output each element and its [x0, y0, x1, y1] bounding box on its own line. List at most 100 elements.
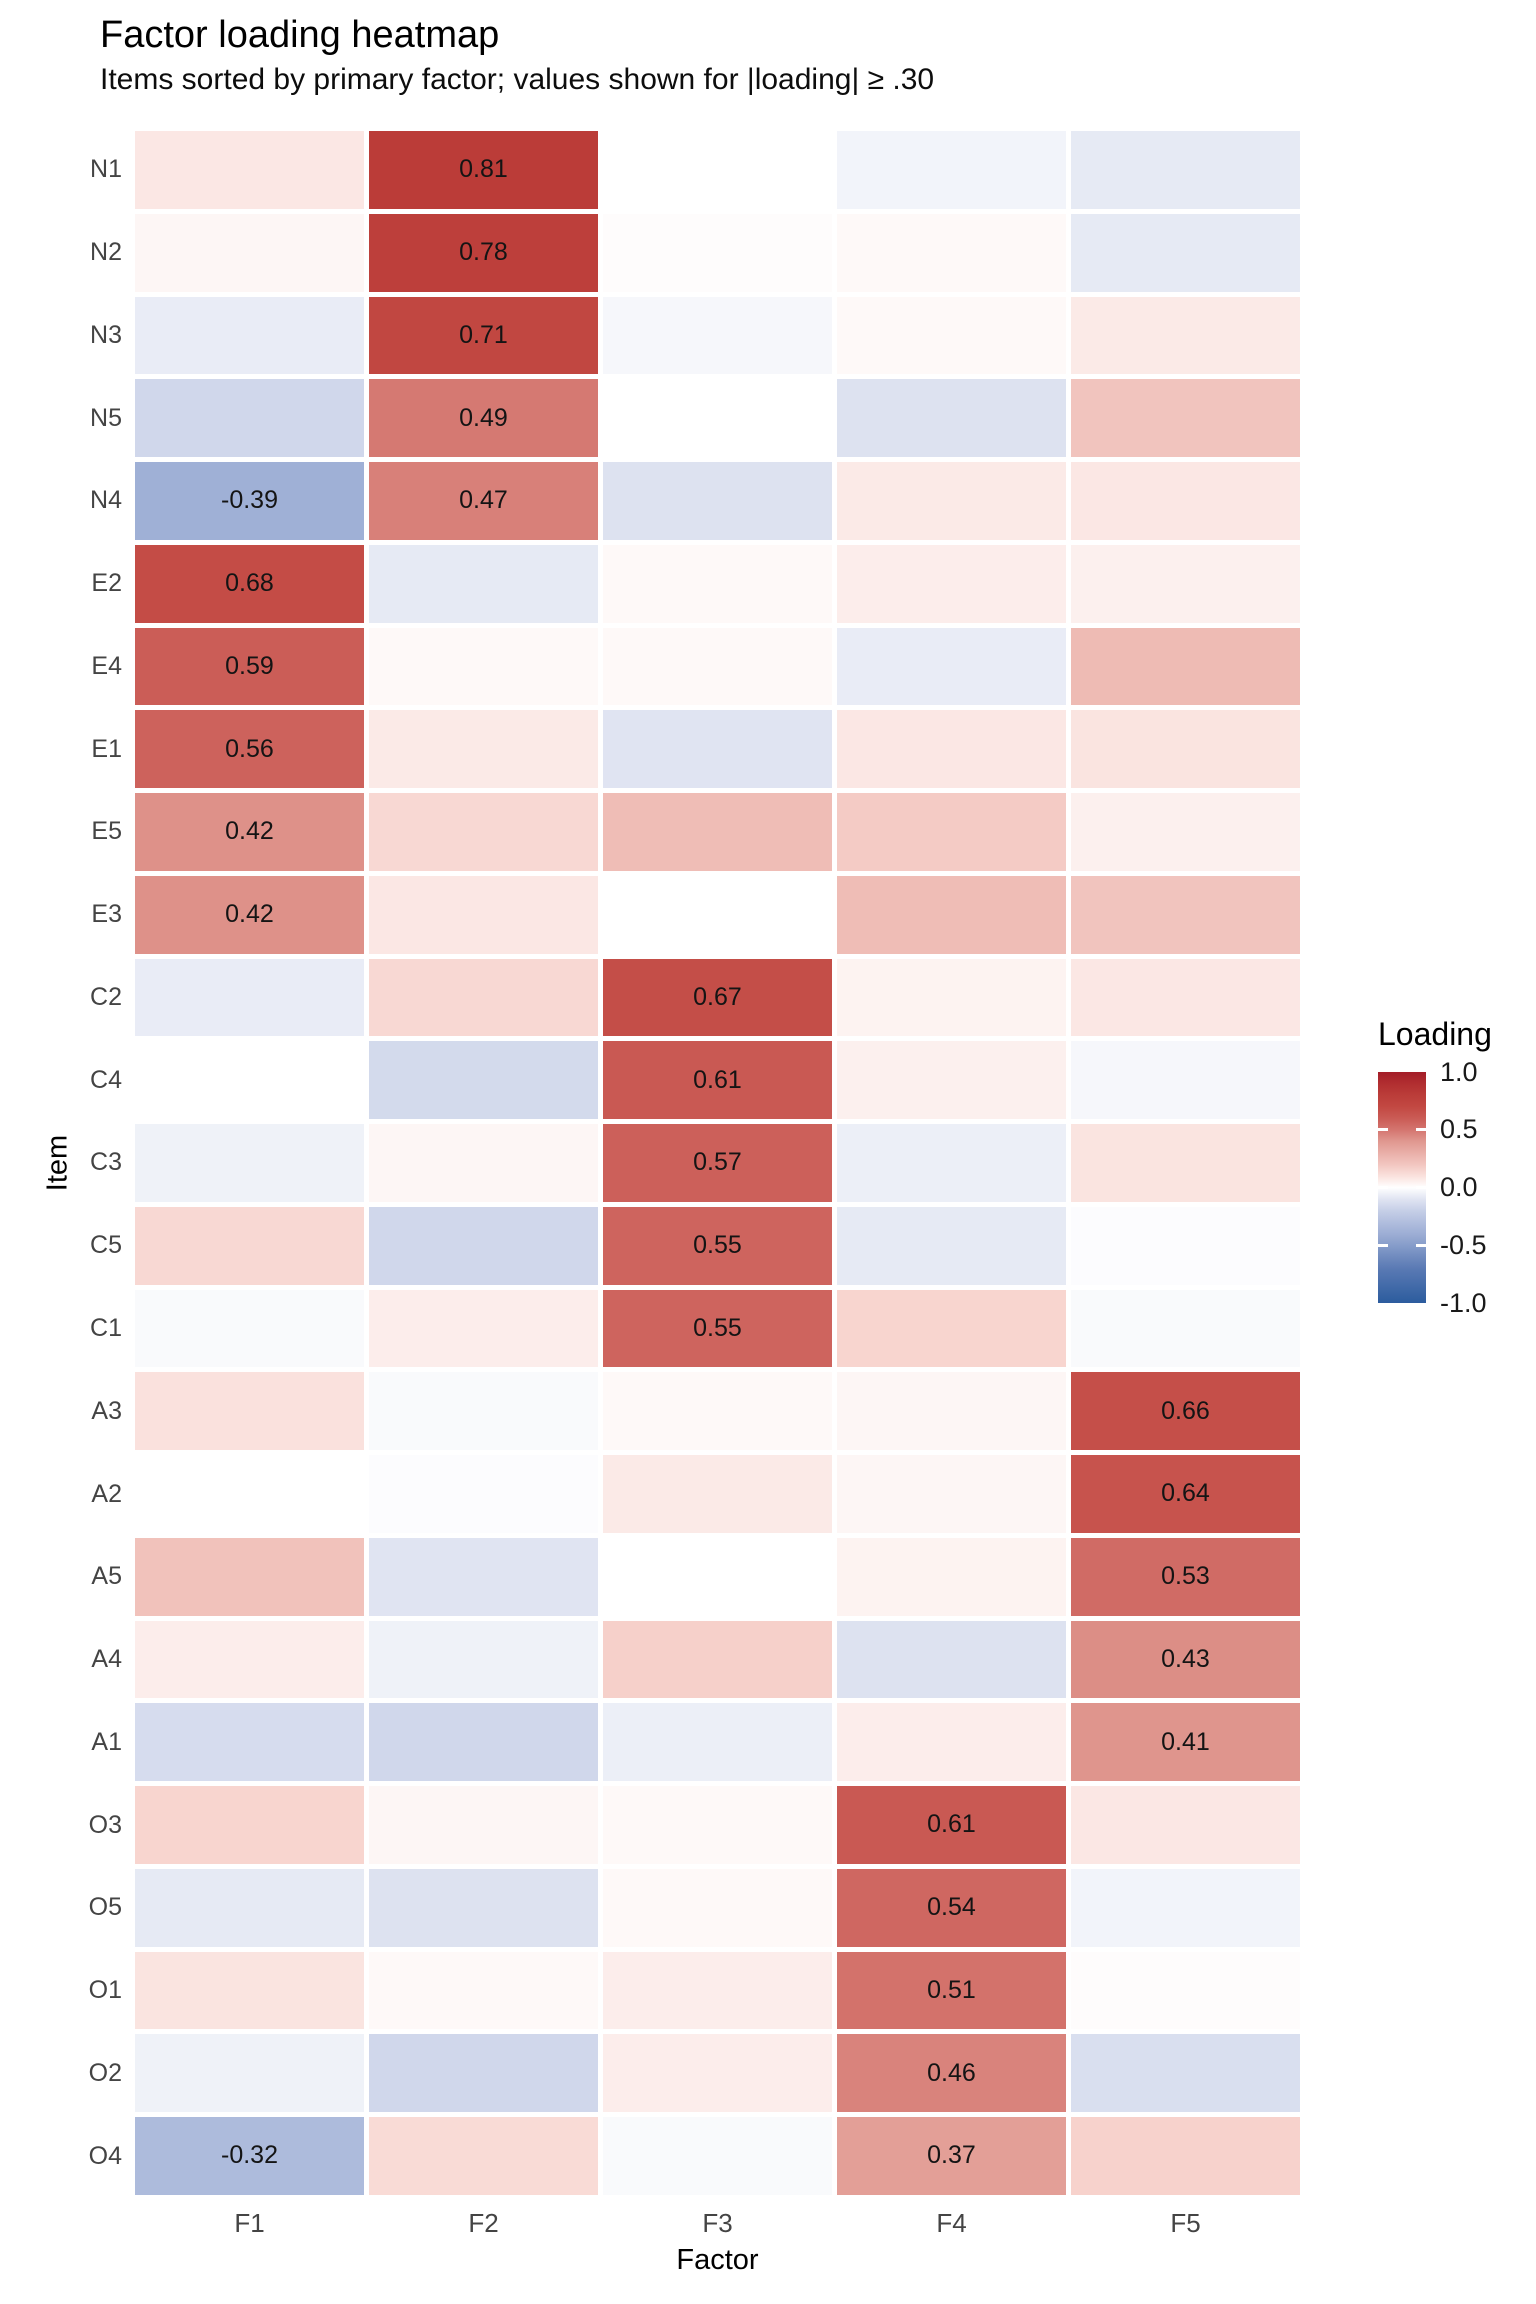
heatmap-cell: 0.68	[135, 544, 364, 623]
heatmap-cell	[603, 1537, 832, 1616]
cell-value-label: 0.55	[693, 1313, 742, 1342]
heatmap-cell	[603, 544, 832, 623]
heatmap-cell	[369, 2034, 598, 2112]
heatmap-cell	[1071, 544, 1300, 623]
colorbar-tick-mark	[1378, 1243, 1388, 1247]
y-tick-label: E2	[91, 569, 122, 598]
heatmap-cell: 0.49	[369, 379, 598, 457]
heatmap-cell	[369, 1372, 598, 1450]
heatmap-cell	[603, 1372, 832, 1450]
heatmap-cell	[1071, 958, 1300, 1037]
heatmap-cell	[135, 1703, 364, 1781]
heatmap-cell	[837, 1455, 1066, 1533]
heatmap-cell	[603, 2034, 832, 2112]
heatmap-cell: 0.37	[837, 2117, 1066, 2195]
heatmap-cell	[837, 958, 1066, 1037]
heatmap-cell	[1071, 2117, 1300, 2195]
heatmap-cell: 0.67	[603, 958, 832, 1037]
heatmap-cell: 0.56	[135, 710, 364, 788]
y-tick-label: C4	[90, 1065, 122, 1094]
cell-value-label: 0.54	[927, 1893, 976, 1922]
y-tick-label: C5	[90, 1231, 122, 1260]
heatmap-cell	[837, 462, 1066, 540]
heatmap-cell: 0.59	[135, 627, 364, 706]
cell-value-label: 0.43	[1161, 1644, 1210, 1673]
heatmap-cell	[135, 1372, 364, 1450]
heatmap-cell: 0.61	[603, 1041, 832, 1119]
y-tick-label: A1	[91, 1727, 122, 1756]
legend-tick-label: 0.5	[1440, 1114, 1478, 1145]
heatmap-cell	[1071, 875, 1300, 954]
heatmap-cell: 0.42	[135, 793, 364, 871]
heatmap-cell	[135, 1206, 364, 1285]
cell-value-label: 0.68	[225, 569, 274, 598]
heatmap-grid: 0.81 0.78 0.71 0.49 -0.39 0.47 0.68 0.59 0.56 0.4…	[135, 131, 1300, 2195]
x-axis-title: Factor	[676, 2244, 759, 2276]
cell-value-label: 0.42	[225, 817, 274, 846]
heatmap-cell	[1071, 379, 1300, 457]
heatmap-cell	[603, 1620, 832, 1699]
heatmap-cell	[1071, 1786, 1300, 1864]
heatmap-cell	[135, 958, 364, 1037]
heatmap-cell	[837, 875, 1066, 954]
heatmap-cell	[135, 1951, 364, 2030]
colorbar-tick-mark	[1416, 1243, 1426, 1247]
heatmap-cell: 0.54	[837, 1868, 1066, 1947]
heatmap-cell	[369, 1124, 598, 1202]
heatmap-cell	[369, 1041, 598, 1119]
y-tick-label: C3	[90, 1148, 122, 1177]
heatmap-cell	[369, 1703, 598, 1781]
heatmap-cell	[135, 1124, 364, 1202]
heatmap-cell	[837, 1372, 1066, 1450]
y-tick-label: N4	[90, 486, 122, 515]
heatmap-cell	[135, 296, 364, 375]
heatmap-cell	[837, 1206, 1066, 1285]
heatmap-cell: 0.41	[1071, 1703, 1300, 1781]
heatmap-cell: 0.78	[369, 213, 598, 292]
heatmap-cell: 0.57	[603, 1124, 832, 1202]
y-tick-label: E3	[91, 900, 122, 929]
heatmap-cell	[1071, 1289, 1300, 1368]
cell-value-label: 0.37	[927, 2141, 976, 2170]
legend-title: Loading	[1378, 1016, 1492, 1052]
y-tick-label: N3	[90, 320, 122, 349]
heatmap-cell: 0.53	[1071, 1537, 1300, 1616]
y-tick-label: C2	[90, 982, 122, 1011]
heatmap-cell	[1071, 462, 1300, 540]
cell-value-label: 0.46	[927, 2058, 976, 2087]
heatmap-cell	[603, 213, 832, 292]
y-tick-label: E4	[91, 651, 122, 680]
heatmap-cell	[603, 793, 832, 871]
heatmap-cell	[603, 1786, 832, 1864]
heatmap-cell: 0.61	[837, 1786, 1066, 1864]
x-tick-label: F2	[468, 2208, 499, 2238]
heatmap-cell	[1071, 1124, 1300, 1202]
heatmap-cell	[837, 627, 1066, 706]
heatmap-cell	[1071, 1041, 1300, 1119]
cell-value-label: 0.49	[459, 403, 508, 432]
heatmap-cell	[369, 793, 598, 871]
heatmap-cell	[369, 958, 598, 1037]
y-tick-label: O4	[88, 2141, 122, 2170]
heatmap-cell	[369, 1455, 598, 1533]
cell-value-label: 0.59	[225, 651, 274, 680]
heatmap-cell	[369, 1786, 598, 1864]
heatmap-cell: 0.51	[837, 1951, 1066, 2030]
y-tick-label: A3	[91, 1396, 122, 1425]
y-tick-label: O5	[88, 1893, 122, 1922]
heatmap-cell	[1071, 627, 1300, 706]
y-tick-label: A2	[91, 1479, 122, 1508]
y-tick-label: O3	[88, 1810, 122, 1839]
heatmap-cell	[837, 1041, 1066, 1119]
heatmap-cell	[369, 627, 598, 706]
heatmap-cell	[135, 379, 364, 457]
heatmap-cell	[369, 1537, 598, 1616]
cell-value-label: 0.81	[459, 155, 508, 184]
heatmap-cell	[837, 1289, 1066, 1368]
cell-value-label: 0.47	[459, 486, 508, 515]
heatmap-cell	[603, 1455, 832, 1533]
heatmap-cell	[369, 1951, 598, 2030]
heatmap-cell	[837, 1537, 1066, 1616]
heatmap-cell	[837, 544, 1066, 623]
heatmap-cell	[837, 1620, 1066, 1699]
